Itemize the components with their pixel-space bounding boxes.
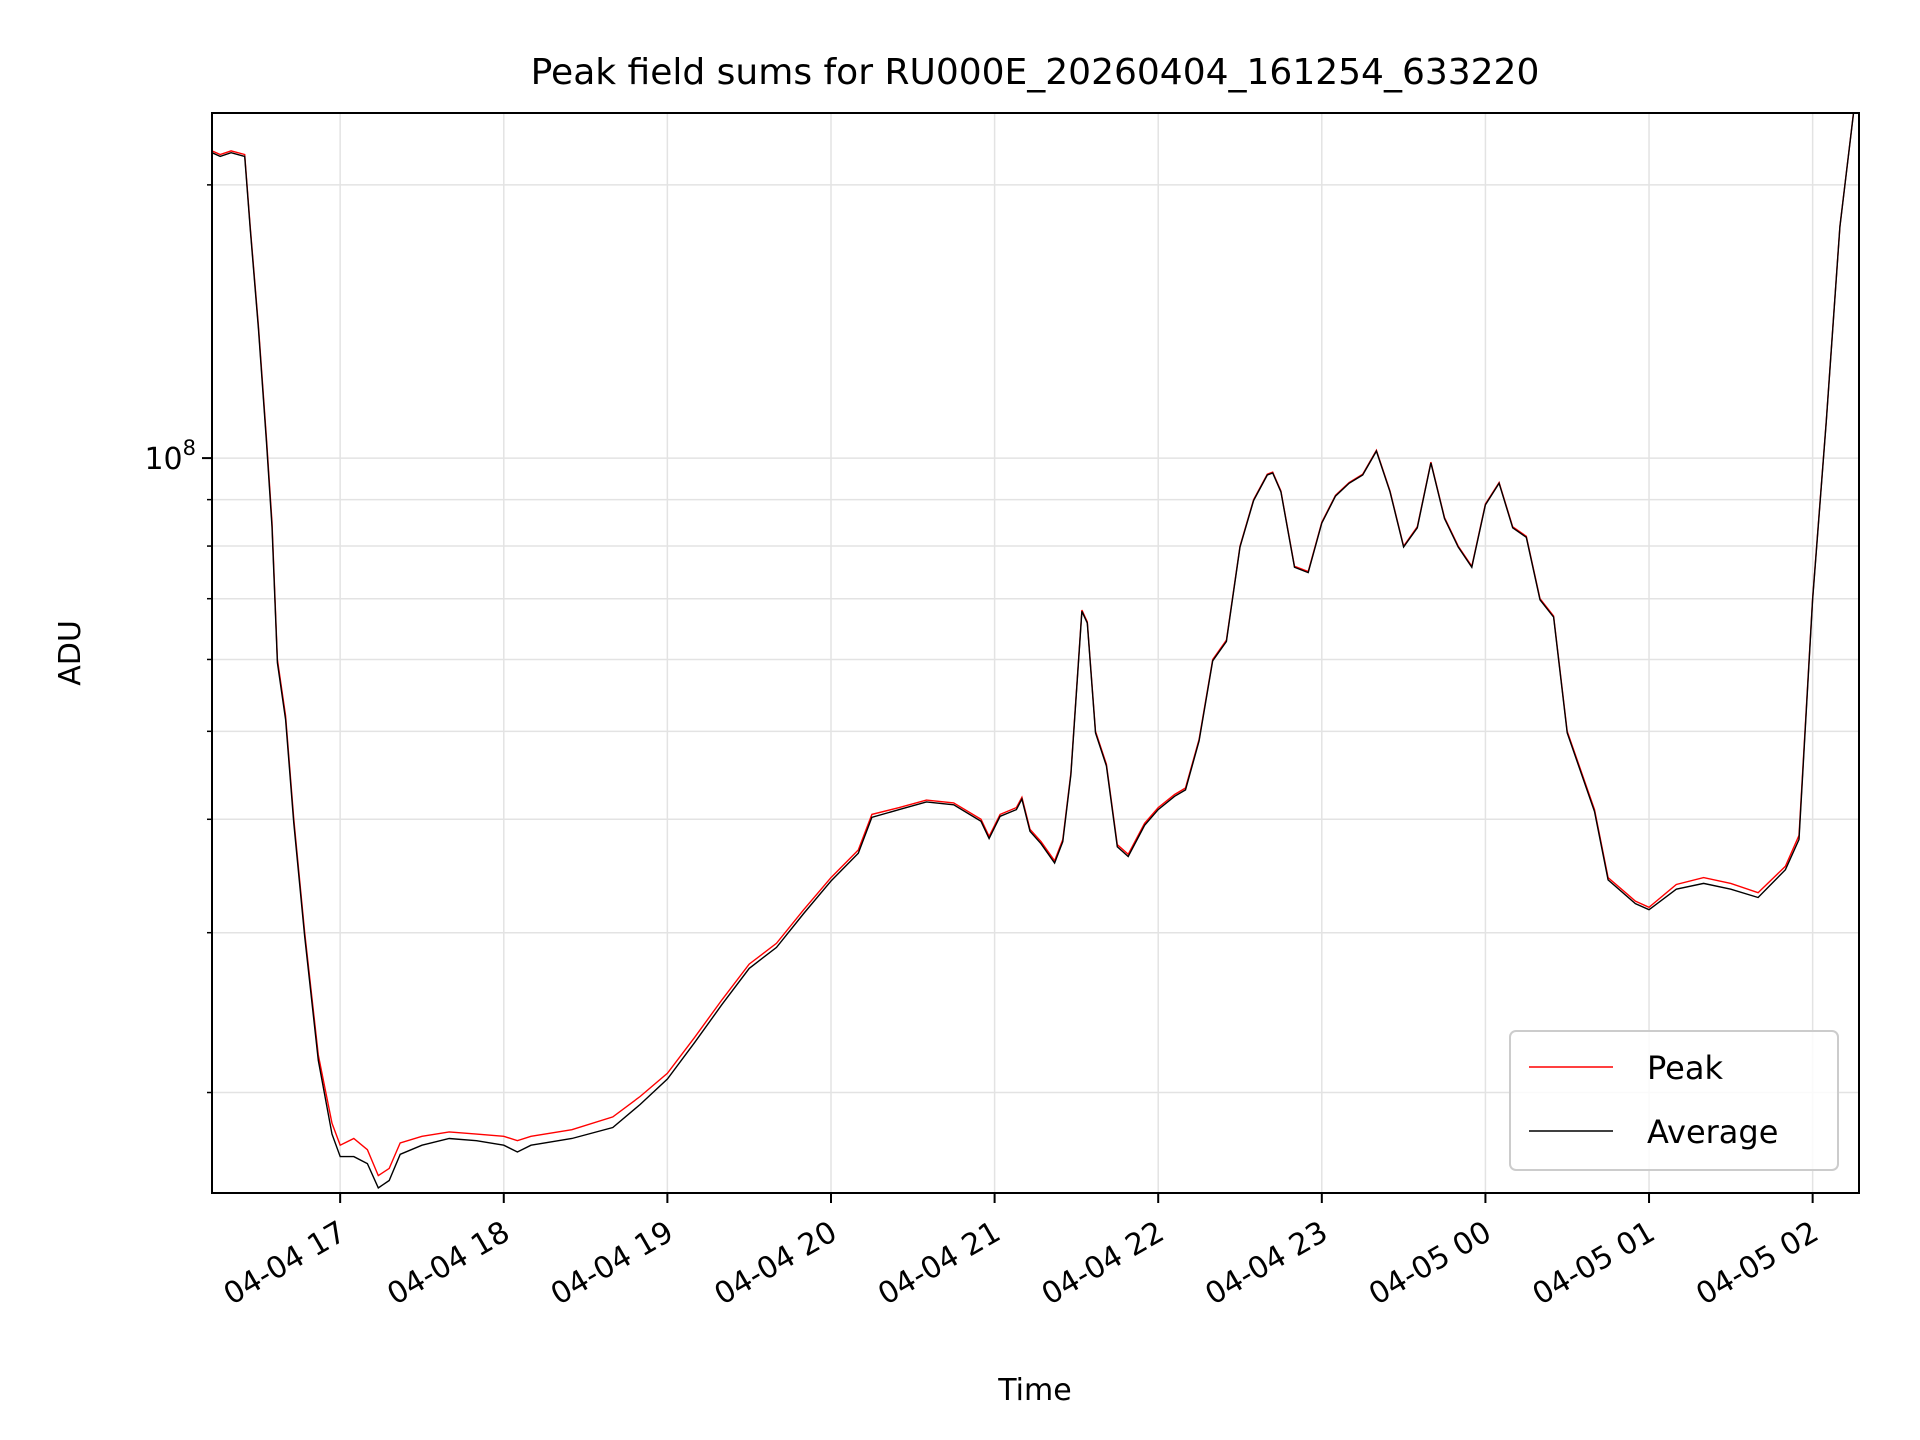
- legend-label-average: Average: [1647, 1113, 1778, 1151]
- plot-lines: [212, 113, 1855, 1189]
- legend: Peak Average: [1509, 1030, 1839, 1171]
- y-tick-label-base: 10: [144, 442, 182, 477]
- x-axis-label: Time: [997, 1373, 1071, 1408]
- series-line-average: [212, 113, 1855, 1189]
- y-tick-label-exponent: 8: [183, 436, 196, 460]
- plot-frame: [211, 112, 1860, 1194]
- y-axis-label: ADU: [53, 620, 88, 686]
- legend-label-peak: Peak: [1647, 1049, 1723, 1087]
- y-tick-label: 108: [144, 436, 196, 477]
- legend-box: [1509, 1030, 1839, 1171]
- chart-title: Peak field sums for RU000E_20260404_1612…: [531, 52, 1540, 93]
